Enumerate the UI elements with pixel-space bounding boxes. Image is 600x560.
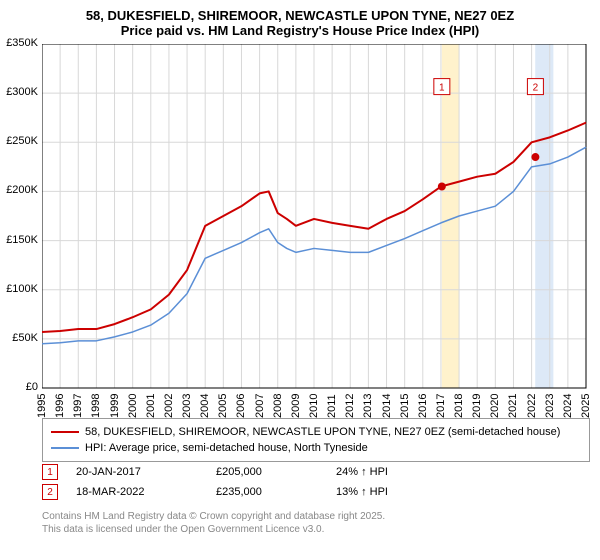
x-tick-label: 1995 (36, 394, 48, 418)
x-tick-label: 2006 (235, 394, 247, 418)
title-line-2: Price paid vs. HM Land Registry's House … (0, 23, 600, 38)
chart-svg: 12 (42, 44, 590, 390)
x-tick-label: 2005 (217, 394, 229, 418)
legend-label: 58, DUKESFIELD, SHIREMOOR, NEWCASTLE UPO… (85, 426, 560, 438)
x-tick-label: 2014 (381, 394, 393, 418)
marker-delta: 24% ↑ HPI (336, 466, 456, 478)
x-tick-label: 2016 (417, 394, 429, 418)
y-tick-label: £50K (0, 332, 38, 344)
x-tick-label: 2009 (290, 394, 302, 418)
svg-text:1: 1 (439, 83, 445, 94)
x-tick-label: 2017 (435, 394, 447, 418)
x-tick-label: 1996 (54, 394, 66, 418)
footer-line-2: This data is licensed under the Open Gov… (42, 523, 385, 536)
title-block: 58, DUKESFIELD, SHIREMOOR, NEWCASTLE UPO… (0, 0, 600, 40)
x-tick-label: 2012 (344, 394, 356, 418)
footer-line-1: Contains HM Land Registry data © Crown c… (42, 510, 385, 523)
marker-badge: 1 (42, 464, 58, 480)
x-tick-label: 2000 (127, 394, 139, 418)
marker-date: 20-JAN-2017 (76, 466, 216, 478)
marker-row: 2 18-MAR-2022£235,00013% ↑ HPI (42, 482, 590, 502)
chart-area: 12 (42, 44, 590, 390)
marker-delta: 13% ↑ HPI (336, 486, 456, 498)
x-tick-label: 2024 (562, 394, 574, 418)
legend-swatch (51, 447, 79, 449)
legend: 58, DUKESFIELD, SHIREMOOR, NEWCASTLE UPO… (42, 418, 590, 462)
y-tick-label: £300K (0, 86, 38, 98)
y-tick-label: £250K (0, 135, 38, 147)
legend-item: HPI: Average price, semi-detached house,… (51, 440, 581, 456)
y-tick-label: £350K (0, 37, 38, 49)
marker-price: £235,000 (216, 486, 336, 498)
x-tick-label: 1998 (90, 394, 102, 418)
x-tick-label: 2015 (399, 394, 411, 418)
title-line-1: 58, DUKESFIELD, SHIREMOOR, NEWCASTLE UPO… (0, 8, 600, 23)
x-tick-label: 2003 (181, 394, 193, 418)
marker-price: £205,000 (216, 466, 336, 478)
marker-date: 18-MAR-2022 (76, 486, 216, 498)
legend-item: 58, DUKESFIELD, SHIREMOOR, NEWCASTLE UPO… (51, 424, 581, 440)
x-tick-label: 2021 (507, 394, 519, 418)
legend-label: HPI: Average price, semi-detached house,… (85, 442, 368, 454)
x-tick-label: 2018 (453, 394, 465, 418)
x-tick-label: 2011 (326, 394, 338, 418)
x-tick-label: 2020 (489, 394, 501, 418)
chart-container: 58, DUKESFIELD, SHIREMOOR, NEWCASTLE UPO… (0, 0, 600, 560)
marker-table: 1 20-JAN-2017£205,00024% ↑ HPI 2 18-MAR-202… (42, 462, 590, 502)
x-tick-label: 2004 (199, 394, 211, 418)
x-tick-label: 2023 (544, 394, 556, 418)
y-tick-label: £200K (0, 184, 38, 196)
y-tick-label: £0 (0, 381, 38, 393)
footer: Contains HM Land Registry data © Crown c… (42, 510, 385, 536)
x-tick-label: 2001 (145, 394, 157, 418)
x-tick-label: 2013 (362, 394, 374, 418)
x-tick-label: 2008 (272, 394, 284, 418)
y-tick-label: £100K (0, 283, 38, 295)
svg-text:2: 2 (533, 83, 539, 94)
x-tick-label: 2025 (580, 394, 592, 418)
marker-row: 1 20-JAN-2017£205,00024% ↑ HPI (42, 462, 590, 482)
x-tick-label: 2010 (308, 394, 320, 418)
x-tick-label: 1999 (109, 394, 121, 418)
x-tick-label: 1997 (72, 394, 84, 418)
x-tick-label: 2019 (471, 394, 483, 418)
y-tick-label: £150K (0, 234, 38, 246)
x-tick-label: 2022 (526, 394, 538, 418)
x-tick-label: 2002 (163, 394, 175, 418)
legend-swatch (51, 431, 79, 433)
x-tick-label: 2007 (254, 394, 266, 418)
marker-badge: 2 (42, 484, 58, 500)
